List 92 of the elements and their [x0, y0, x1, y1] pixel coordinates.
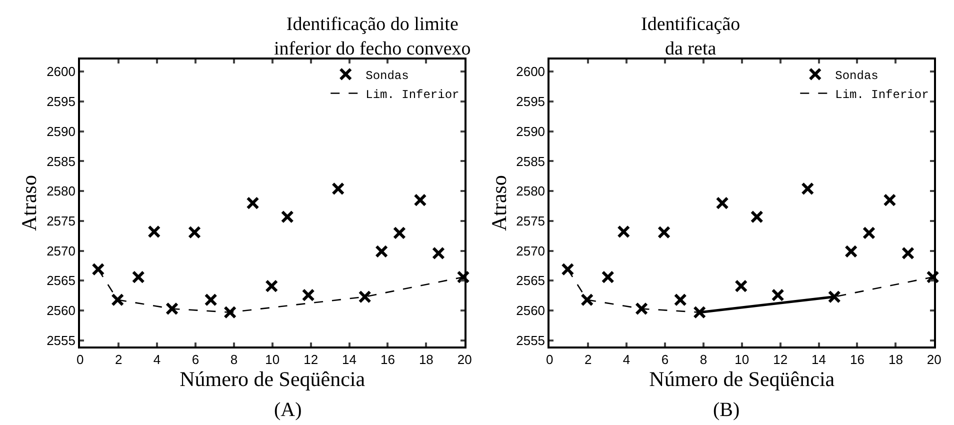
x-tick-label: 14 — [342, 352, 357, 367]
legend-label: Sondas — [366, 68, 409, 83]
y-tick-label: 2560 — [46, 303, 76, 318]
x-tick-label: 6 — [661, 352, 669, 367]
y-tick-label: 2590 — [46, 124, 76, 139]
point — [332, 182, 345, 196]
x-tick-label: 14 — [812, 352, 826, 367]
point — [771, 288, 784, 302]
point — [224, 306, 237, 319]
point — [580, 293, 594, 306]
point — [902, 246, 915, 260]
point — [617, 225, 630, 238]
x-tick-label: 4 — [622, 352, 630, 367]
point — [561, 262, 574, 276]
point — [111, 293, 124, 306]
point — [166, 302, 179, 316]
chart-title: Identificação do limite inferior do fecho convexo — [274, 14, 471, 60]
y-tick-label: 2595 — [46, 94, 76, 110]
chart-title: Identificação da reta — [641, 14, 740, 60]
x-tick-label: 6 — [192, 352, 200, 367]
point — [280, 210, 294, 224]
point — [828, 290, 841, 304]
x-tick-label: 18 — [418, 352, 434, 367]
point — [414, 194, 427, 207]
point — [926, 270, 940, 284]
point — [92, 262, 105, 276]
y-tick-label: 2565 — [516, 273, 546, 288]
x-tick-label: 18 — [888, 352, 903, 367]
point — [658, 226, 671, 239]
legend-label: Lim. Inferior — [835, 88, 929, 102]
point — [801, 182, 814, 196]
point — [358, 290, 372, 304]
legend-label: Lim. Inferior — [366, 88, 460, 102]
y-tick-label: 2560 — [516, 303, 546, 318]
x-axis-title: Número de Seqüência — [649, 366, 836, 391]
point — [246, 196, 260, 210]
x-tick-label: 2 — [114, 352, 122, 367]
x-tick-label: 0 — [546, 352, 554, 367]
x-tick-label: 20 — [457, 352, 472, 367]
point — [750, 210, 764, 224]
x-tick-label: 10 — [734, 352, 750, 367]
y-tick-label: 2580 — [516, 184, 546, 199]
point — [188, 226, 201, 239]
y-tick-label: 2590 — [516, 124, 546, 139]
y-tick-label: 2555 — [516, 332, 546, 348]
point — [883, 194, 896, 207]
y-axis-title: Atraso — [17, 175, 42, 232]
y-tick-label: 2580 — [46, 184, 76, 199]
point — [862, 226, 876, 240]
point — [432, 246, 445, 260]
point — [693, 306, 706, 319]
point — [844, 244, 858, 258]
point — [392, 226, 406, 240]
y-tick-label: 2555 — [46, 332, 76, 348]
point — [132, 270, 145, 284]
point — [635, 302, 648, 316]
y-tick-label: 2600 — [46, 64, 76, 80]
x-tick-label: 12 — [304, 352, 318, 367]
point — [674, 293, 687, 306]
point — [456, 270, 470, 284]
text: (B) — [713, 399, 740, 421]
y-tick-label: 2600 — [516, 64, 546, 80]
y-tick-label: 2575 — [46, 214, 76, 229]
x-tick-label: 0 — [76, 352, 84, 367]
x-tick-label: 2 — [584, 352, 592, 367]
y-tick-label: 2595 — [516, 94, 546, 110]
y-tick-label: 2565 — [46, 273, 76, 288]
x-tick-label: 8 — [230, 352, 238, 367]
y-axis-title: Atraso — [486, 175, 511, 232]
point — [716, 196, 729, 210]
y-tick-label: 2585 — [516, 154, 546, 169]
point — [265, 280, 278, 293]
point — [302, 288, 315, 302]
x-tick-label: 8 — [700, 352, 708, 367]
text: (A) — [274, 399, 302, 421]
x-tick-label: 4 — [153, 352, 161, 367]
point — [148, 225, 161, 238]
legend-label: Sondas — [835, 68, 878, 83]
y-tick-label: 2575 — [516, 214, 546, 229]
x-tick-label: 10 — [265, 352, 280, 367]
x-tick-label: 20 — [926, 352, 942, 367]
y-tick-label: 2570 — [46, 243, 76, 258]
point — [601, 270, 614, 284]
point — [204, 293, 218, 306]
x-tick-label: 16 — [850, 352, 864, 367]
x-tick-label: 16 — [380, 352, 395, 367]
x-axis-title: Número de Seqüência — [180, 366, 366, 391]
y-tick-label: 2570 — [516, 243, 546, 258]
y-tick-label: 2585 — [46, 154, 76, 169]
x-tick-label: 12 — [773, 352, 788, 367]
point — [375, 244, 388, 258]
point — [734, 280, 748, 293]
